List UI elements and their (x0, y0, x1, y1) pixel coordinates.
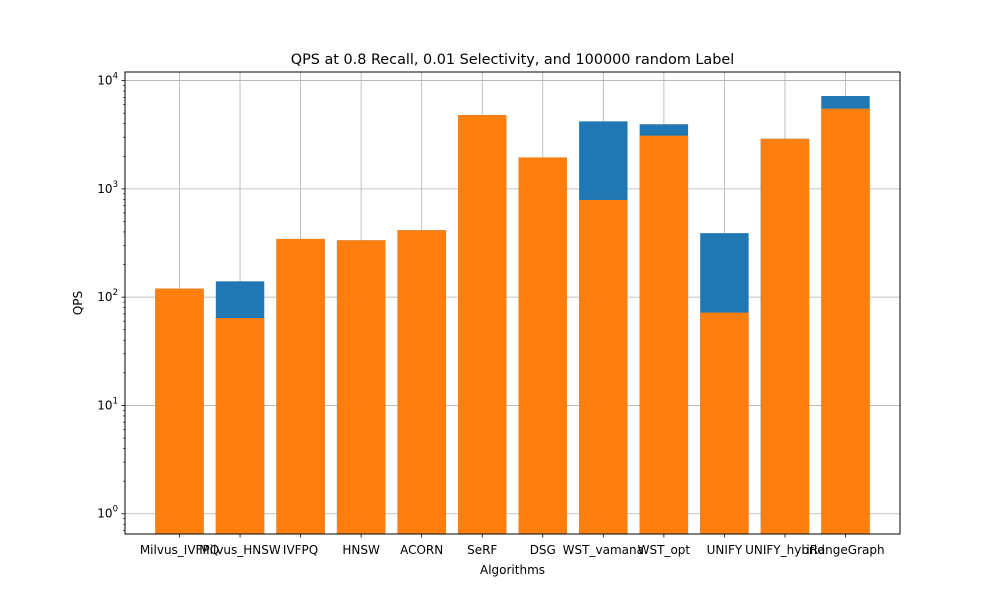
x-tick-label: WST_vamana (563, 543, 644, 557)
x-tick-label: SeRF (467, 543, 497, 557)
x-tick-label: UNIFY_hybrid (745, 543, 825, 557)
bar-series-2 (821, 108, 870, 534)
x-tick-label: iRangeGraph (806, 543, 884, 557)
x-tick-label: UNIFY (707, 543, 743, 557)
y-tick-label: 102 (97, 288, 118, 304)
y-tick-label: 101 (97, 396, 118, 412)
y-tick-label: 100 (97, 505, 118, 521)
x-tick-label: DSG (530, 543, 556, 557)
bar-series-2 (518, 157, 567, 534)
plot-frame (124, 71, 901, 535)
bar-series-2 (276, 238, 325, 535)
bar-series-2 (458, 115, 507, 534)
chart-title: QPS at 0.8 Recall, 0.01 Selectivity, and… (291, 52, 735, 68)
bar-series-2 (336, 240, 386, 534)
x-axis-title: Algorithms (480, 563, 545, 577)
bar-layer (155, 96, 870, 535)
y-tick-label: 104 (97, 72, 118, 88)
x-tick-label: Milvus_IVFPQ (140, 543, 219, 557)
bar-series-2 (760, 138, 810, 534)
y-tick-label: 103 (97, 180, 118, 196)
bar-series-2 (215, 318, 265, 534)
x-tick-label: ACORN (400, 543, 443, 557)
bar-series-2 (700, 312, 749, 534)
bar-series-2 (155, 288, 204, 534)
bar-series-2 (639, 135, 689, 534)
bar-series-2 (579, 199, 628, 534)
x-tick-label: Milvus_HNSW (199, 543, 281, 557)
x-tick-label: IVFPQ (283, 543, 318, 557)
y-axis-title: QPS (71, 291, 85, 315)
x-tick-label: WST_opt (638, 543, 691, 557)
x-tick-label: HNSW (342, 543, 380, 557)
bar-series-2 (397, 230, 446, 534)
